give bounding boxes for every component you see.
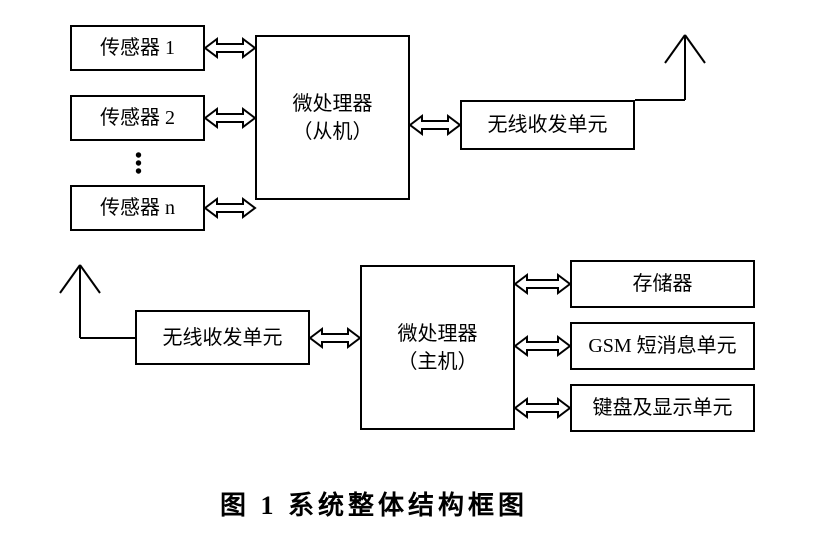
figure-caption: 图 1 系统整体结构框图 <box>220 485 528 522</box>
block-label: 微处理器 （主机） <box>398 320 478 376</box>
antenna-icon <box>60 265 135 338</box>
ellipsis-icon: ••• <box>135 152 142 176</box>
block-sensor2: 传感器 2 <box>70 95 205 141</box>
connector-bidir <box>515 275 570 293</box>
connector-bidir <box>205 109 255 127</box>
block-sensorN: 传感器 n <box>70 185 205 231</box>
block-sensor1: 传感器 1 <box>70 25 205 71</box>
block-label: 微处理器 （从机） <box>293 90 373 146</box>
connector-bidir <box>515 337 570 355</box>
block-gsm: GSM 短消息单元 <box>570 322 755 370</box>
connector-bidir <box>410 116 460 134</box>
block-label: 传感器 1 <box>100 34 175 62</box>
block-mcuMaster: 微处理器 （主机） <box>360 265 515 430</box>
block-rfTop: 无线收发单元 <box>460 100 635 150</box>
block-label: 键盘及显示单元 <box>593 394 733 422</box>
block-label: 传感器 n <box>100 194 175 222</box>
block-label: 无线收发单元 <box>163 324 283 352</box>
antenna-icon <box>635 35 705 100</box>
block-keyboard: 键盘及显示单元 <box>570 384 755 432</box>
block-rfBottom: 无线收发单元 <box>135 310 310 365</box>
block-mcuSlave: 微处理器 （从机） <box>255 35 410 200</box>
connector-bidir <box>310 329 360 347</box>
block-storage: 存储器 <box>570 260 755 308</box>
block-label: 传感器 2 <box>100 104 175 132</box>
block-label: GSM 短消息单元 <box>588 332 736 360</box>
connector-bidir <box>515 399 570 417</box>
block-label: 存储器 <box>633 270 693 298</box>
connector-bidir <box>205 39 255 57</box>
connector-bidir <box>205 199 255 217</box>
block-label: 无线收发单元 <box>488 111 608 139</box>
